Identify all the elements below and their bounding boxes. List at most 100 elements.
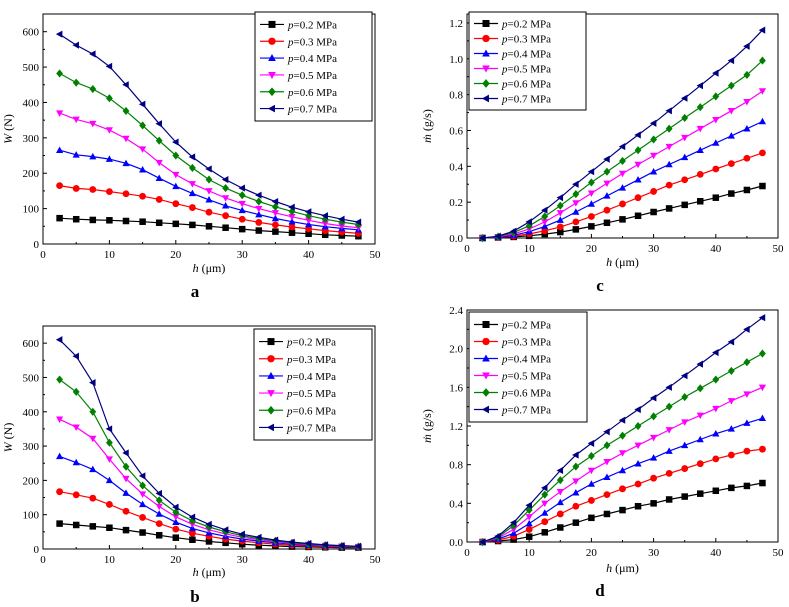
data-point: [619, 506, 626, 514]
x-tick-label: 0: [40, 249, 46, 261]
data-point: [619, 485, 626, 493]
data-point: [743, 70, 751, 79]
data-point: [122, 475, 130, 483]
data-point: [758, 88, 767, 95]
x-axis-label: h (μm): [606, 255, 639, 269]
data-point: [188, 189, 196, 197]
series-6: [55, 336, 362, 550]
data-point: [288, 203, 295, 211]
legend-marker: [482, 65, 490, 73]
data-point: [155, 136, 163, 145]
data-point: [155, 532, 163, 539]
data-point: [712, 375, 720, 384]
x-tick-label: 50: [370, 249, 382, 261]
y-tick-label: 100: [23, 204, 40, 216]
data-point: [556, 488, 564, 496]
data-point: [696, 82, 704, 90]
data-point: [56, 375, 64, 384]
data-point: [603, 180, 611, 188]
y-tick-label: 1.6: [449, 382, 463, 394]
legend-entry: p=0.3 MPa: [501, 337, 551, 349]
data-point: [221, 526, 229, 534]
y-tick-label: 0.4: [449, 161, 463, 173]
data-point: [122, 526, 130, 534]
legend-marker: [267, 390, 275, 398]
data-point: [541, 219, 549, 226]
data-point: [572, 462, 580, 471]
data-point: [338, 541, 345, 550]
data-point: [172, 182, 180, 190]
data-point: [696, 146, 704, 153]
data-point: [494, 532, 501, 540]
data-point: [72, 151, 80, 158]
data-point: [572, 226, 580, 233]
data-point: [634, 146, 642, 155]
data-point: [712, 194, 720, 201]
data-point: [172, 503, 179, 511]
data-point: [634, 212, 642, 220]
data-point: [155, 159, 163, 167]
data-point: [603, 206, 611, 214]
legend-marker: [267, 405, 275, 415]
data-point: [588, 514, 595, 522]
data-point: [727, 81, 735, 90]
data-point: [696, 412, 704, 420]
legend-entry: p=0.7 MPa: [286, 422, 336, 434]
data-point: [106, 524, 113, 531]
data-point: [288, 217, 296, 225]
legend: p=0.2 MPa p=0.3 MPa p=0.4 MPa p=0.5 MPa p=0.…: [468, 11, 587, 111]
data-point: [541, 227, 549, 235]
data-point: [478, 234, 486, 242]
data-point: [238, 225, 246, 233]
data-point: [172, 525, 180, 533]
legend-entry: p=0.6 MPa: [286, 405, 336, 417]
legend: p=0.2 MPa p=0.3 MPa p=0.4 MPa p=0.5 MPa p=0.…: [254, 11, 373, 122]
legend-entry: p=0.6 MPa: [501, 388, 551, 400]
data-point: [172, 171, 180, 179]
x-tick-label: 40: [710, 547, 722, 559]
data-point: [105, 456, 113, 463]
legend-marker: [482, 79, 490, 88]
panel-label: c: [596, 276, 604, 295]
data-point: [696, 125, 704, 133]
legend-marker: [482, 337, 490, 346]
data-point: [759, 149, 766, 157]
legend-entry: p=0.3 MPa: [287, 36, 337, 48]
data-point: [743, 186, 751, 194]
data-point: [105, 127, 113, 134]
data-point: [172, 534, 180, 541]
data-point: [72, 78, 80, 87]
data-point: [572, 502, 580, 510]
data-point: [238, 530, 245, 538]
legend-entry: p=0.5 MPa: [501, 371, 551, 383]
legend-marker: [267, 104, 275, 113]
data-point: [618, 143, 626, 151]
data-point: [205, 520, 212, 528]
legend-marker: [267, 355, 275, 363]
y-tick-label: 300: [23, 133, 40, 145]
data-point: [494, 232, 501, 240]
data-point: [155, 510, 163, 517]
data-point: [89, 216, 97, 224]
data-point: [205, 175, 213, 184]
legend-entry: p=0.3 MPa: [501, 34, 551, 46]
data-point: [712, 139, 720, 146]
legend-box: [254, 11, 373, 122]
data-point: [696, 170, 704, 178]
data-point: [587, 200, 595, 207]
data-point: [618, 466, 627, 474]
data-point: [727, 451, 735, 459]
legend-box: [253, 328, 373, 441]
y-tick-label: 0: [34, 239, 40, 251]
data-point: [139, 529, 146, 536]
data-point: [238, 200, 246, 208]
data-point: [572, 190, 580, 199]
data-point: [305, 211, 313, 220]
data-point: [587, 497, 595, 504]
legend-entry: p=0.4 MPa: [286, 371, 336, 383]
data-point: [354, 218, 362, 226]
data-point: [271, 210, 279, 217]
panel-label: b: [190, 587, 199, 606]
data-point: [56, 452, 64, 460]
data-point: [189, 221, 196, 229]
